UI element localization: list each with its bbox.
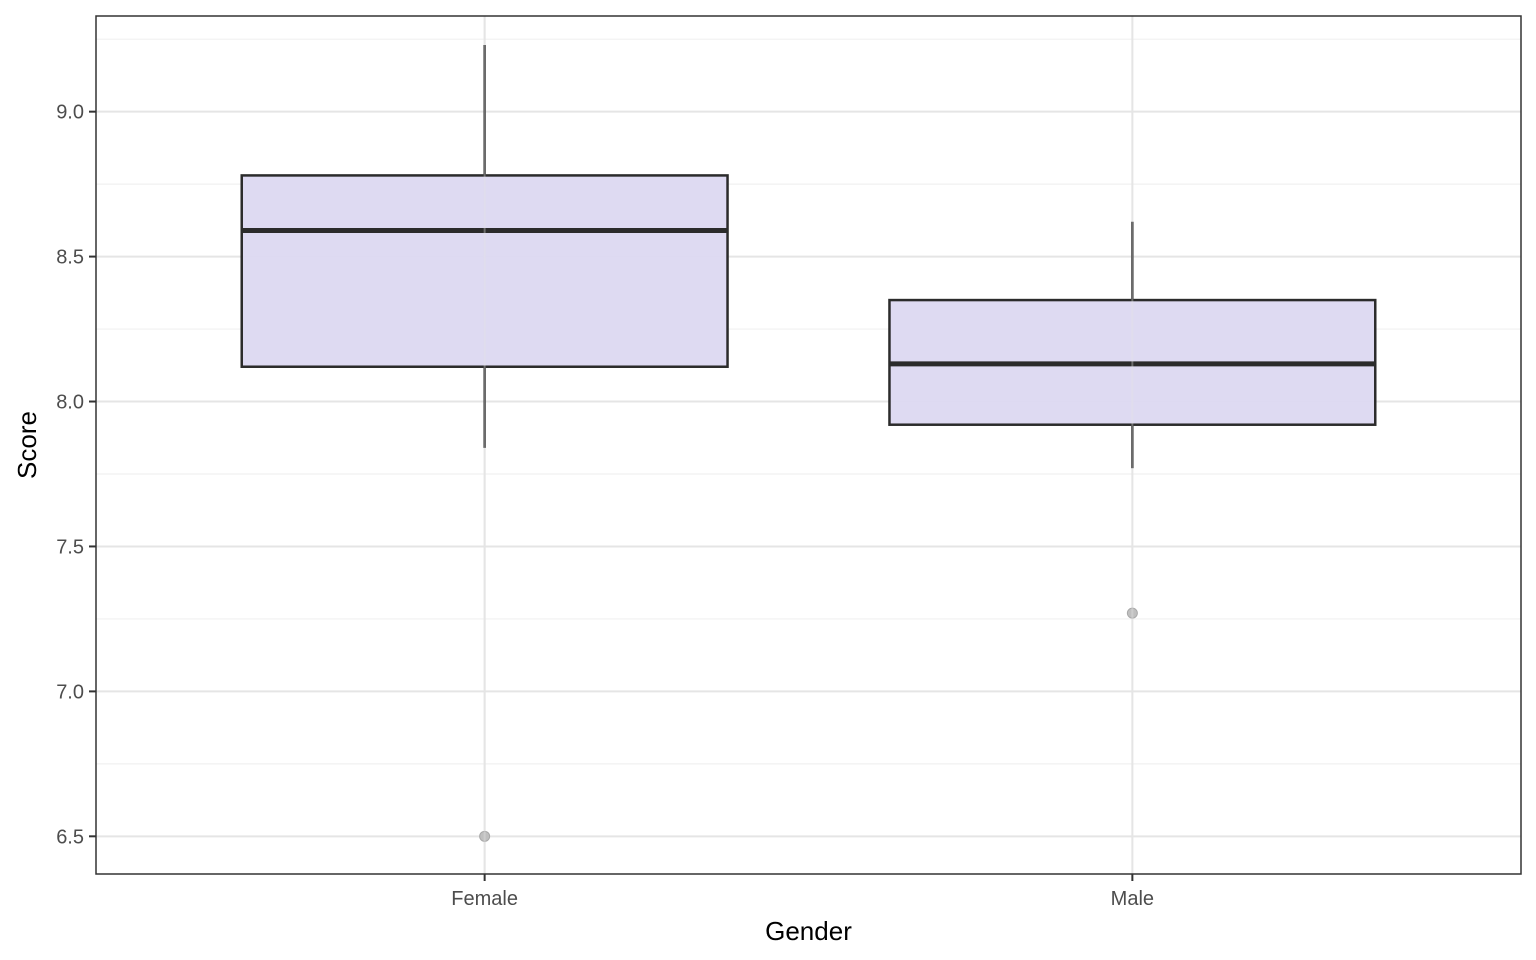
box-iqr-rect xyxy=(240,174,729,368)
y-tick-label: 9.0 xyxy=(56,102,84,124)
y-tick-label: 8.5 xyxy=(56,247,84,269)
outlier-point xyxy=(479,830,491,842)
panel-border xyxy=(95,15,1522,875)
y-tick-label: 6.5 xyxy=(56,826,84,848)
box-layer xyxy=(240,16,1377,874)
y-tick-label: 7.5 xyxy=(56,536,84,558)
x-tick-label: Male xyxy=(1111,888,1154,910)
y-tick-label: 8.0 xyxy=(56,392,84,414)
box-female xyxy=(240,44,729,842)
y-tick-label: 7.0 xyxy=(56,681,84,703)
x-axis-title: Gender xyxy=(765,916,852,946)
tick-layer: 6.5 7.0 7.5 8.0 8.5 9.0 Female Male xyxy=(56,102,1154,910)
box-male xyxy=(888,221,1377,619)
outlier-point xyxy=(1126,607,1138,619)
y-axis-title: Score xyxy=(12,411,42,479)
x-tick-label: Female xyxy=(451,888,518,910)
grid-layer xyxy=(96,16,1521,874)
